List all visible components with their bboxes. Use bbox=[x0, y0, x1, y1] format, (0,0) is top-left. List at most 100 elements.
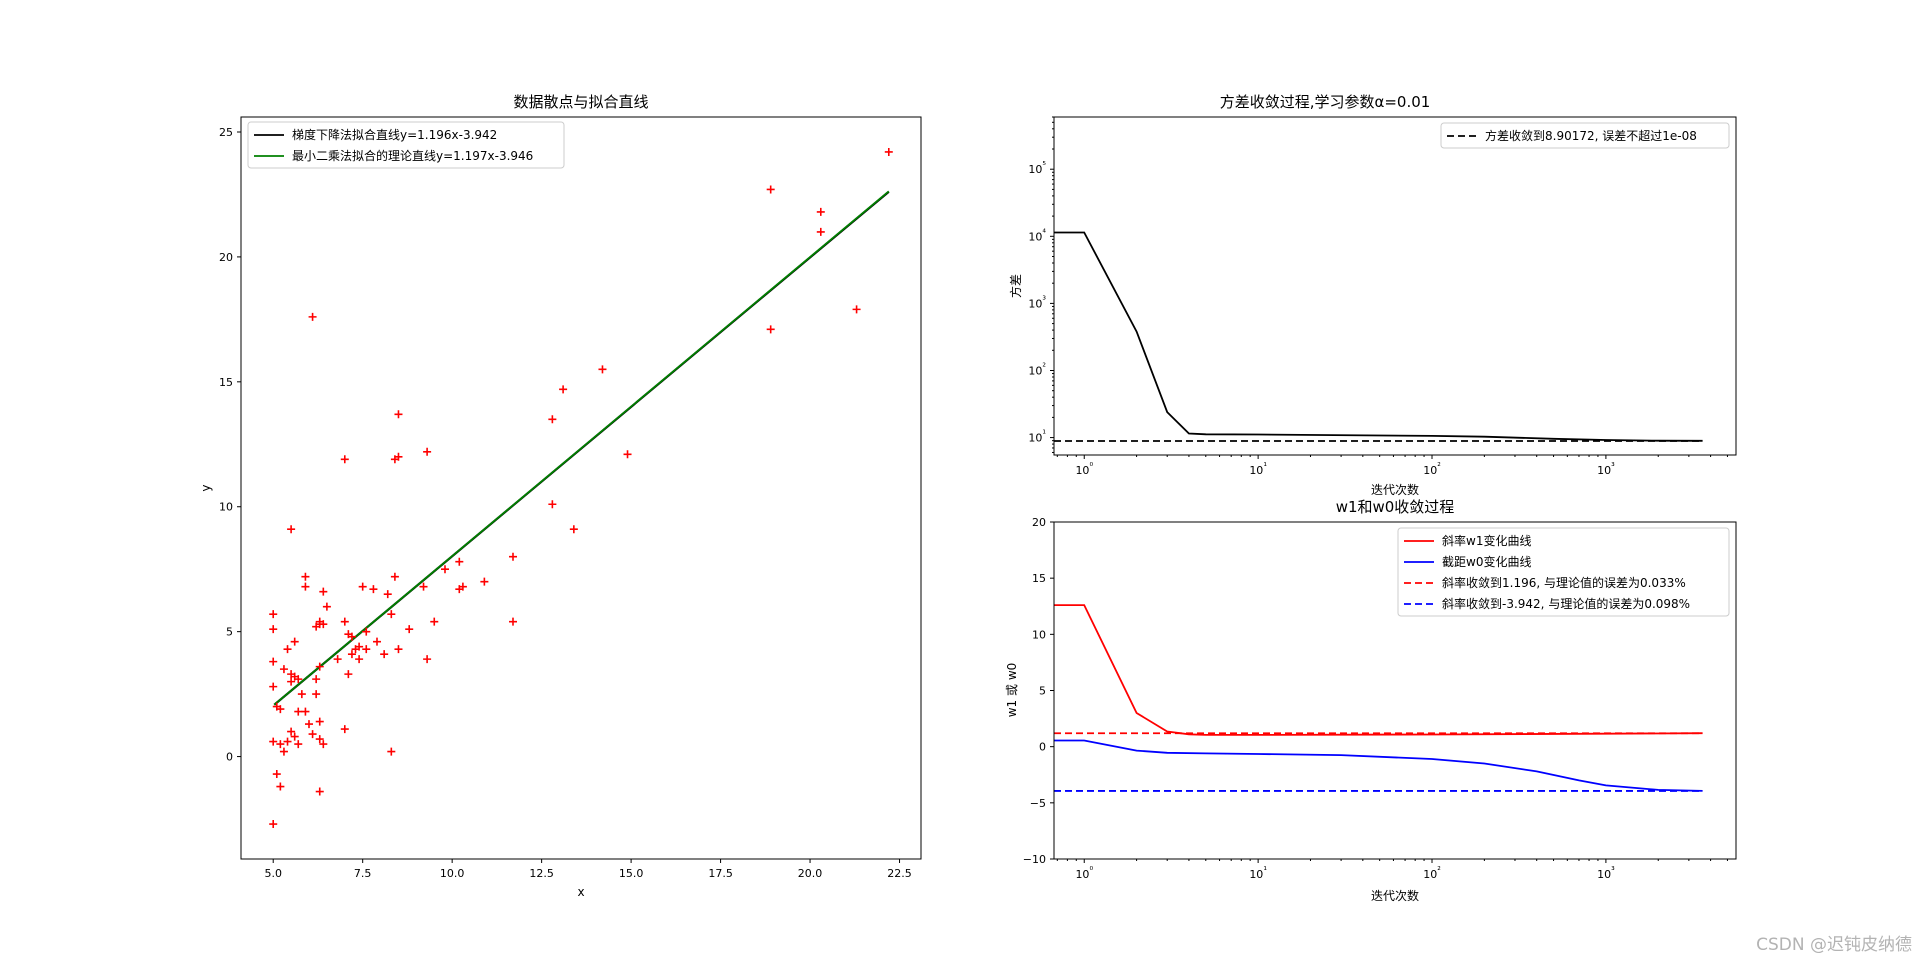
scatter-xtick-label: 7.5 bbox=[354, 867, 372, 880]
legend-entry-label: 斜率收敛到1.196, 与理论值的误差为0.033% bbox=[1442, 575, 1686, 590]
data-point bbox=[312, 690, 321, 699]
data-point bbox=[279, 665, 288, 674]
data-point bbox=[423, 447, 432, 456]
scatter-xtick-label: 5.0 bbox=[264, 867, 282, 880]
legend-entry-label: 方差收敛到8.90172, 误差不超过1e-08 bbox=[1485, 128, 1697, 143]
weights-ytick-label: −10 bbox=[1023, 853, 1046, 866]
data-point bbox=[297, 690, 306, 699]
data-point bbox=[272, 770, 281, 779]
data-point bbox=[269, 737, 278, 746]
scatter-ytick-label: 5 bbox=[226, 626, 233, 639]
data-point bbox=[548, 500, 557, 509]
data-point bbox=[308, 312, 317, 321]
variance-curve bbox=[1054, 231, 1703, 442]
data-point bbox=[559, 385, 568, 394]
data-point bbox=[383, 590, 392, 599]
data-point bbox=[380, 650, 389, 659]
legend-entry-label: 截距w0变化曲线 bbox=[1442, 554, 1531, 569]
data-point bbox=[319, 620, 328, 629]
data-point bbox=[294, 740, 303, 749]
slope-w1-curve bbox=[1054, 604, 1703, 736]
weights-xlabel: 迭代次数 bbox=[1371, 888, 1419, 903]
weights-ytick-label: 0 bbox=[1039, 741, 1046, 754]
data-point bbox=[362, 627, 371, 636]
data-point bbox=[387, 747, 396, 756]
data-point bbox=[340, 725, 349, 734]
variance-panel: 方差收敛过程,学习参数α=0.01 10⁰ 10¹ 10² 10³ 10¹ 10² 10³… bbox=[1008, 93, 1737, 497]
variance-legend-box bbox=[1440, 122, 1730, 149]
data-point bbox=[455, 557, 464, 566]
weights-xtick-label: 10¹ bbox=[1249, 866, 1267, 881]
data-point bbox=[509, 617, 517, 626]
data-point bbox=[301, 572, 310, 581]
data-point bbox=[347, 650, 356, 659]
scatter-xtick-label: 10.0 bbox=[440, 867, 465, 880]
data-point bbox=[269, 682, 278, 691]
data-point bbox=[458, 582, 467, 591]
data-point bbox=[276, 740, 285, 749]
scatter-legend: 梯度下降法拟合直线y=1.196x-3.942 最小二乘法拟合的理论直线y=1.1… bbox=[247, 121, 565, 169]
data-point bbox=[390, 572, 399, 581]
data-point bbox=[301, 707, 310, 716]
variance-xtick-label: 10² bbox=[1423, 462, 1441, 477]
scatter-xtick-label: 22.5 bbox=[887, 867, 912, 880]
weights-legend-box bbox=[1397, 527, 1730, 617]
scatter-panel: 数据散点与拟合直线 5.0 7.5 10.0 12.5 15.0 17.5 20.0 22.5… bbox=[199, 93, 922, 899]
data-point bbox=[340, 617, 349, 626]
scatter-xlabel: x bbox=[577, 885, 584, 899]
variance-title: 方差收敛过程,学习参数α=0.01 bbox=[1220, 93, 1431, 111]
data-point bbox=[480, 577, 489, 586]
data-point bbox=[294, 675, 303, 684]
scatter-ytick-label: 20 bbox=[219, 251, 233, 264]
weights-ylabel: w1 或 w0 bbox=[1005, 663, 1019, 718]
scatter-title: 数据散点与拟合直线 bbox=[513, 93, 648, 111]
data-point bbox=[287, 727, 296, 736]
data-point bbox=[290, 637, 299, 646]
data-point bbox=[419, 582, 428, 591]
data-point bbox=[340, 455, 349, 464]
data-point bbox=[269, 625, 278, 634]
legend-entry-label: 斜率收敛到-3.942, 与理论值的误差为0.098% bbox=[1442, 596, 1690, 611]
scatter-plot-frame bbox=[240, 116, 922, 860]
watermark: CSDN @迟钝皮纳德 bbox=[1756, 935, 1912, 955]
variance-ytick-label: 10¹ bbox=[1028, 430, 1046, 445]
data-point bbox=[387, 610, 396, 619]
data-point bbox=[305, 720, 313, 729]
variance-ytick-label: 10² bbox=[1028, 362, 1046, 377]
data-point bbox=[279, 747, 288, 756]
data-point bbox=[394, 645, 403, 654]
data-point bbox=[333, 655, 342, 664]
weights-xtick-label: 10² bbox=[1423, 866, 1441, 881]
data-point bbox=[394, 452, 403, 461]
data-point bbox=[287, 525, 296, 534]
data-point bbox=[766, 325, 775, 334]
data-point bbox=[269, 610, 278, 619]
data-point bbox=[344, 670, 353, 679]
data-point bbox=[283, 645, 292, 654]
data-point bbox=[315, 787, 324, 796]
legend-entry-label: 斜率w1变化曲线 bbox=[1442, 533, 1531, 548]
data-point bbox=[816, 207, 825, 216]
variance-plot-frame bbox=[1053, 116, 1737, 456]
variance-ylabel: 方差 bbox=[1008, 274, 1023, 298]
weights-ytick-label: 20 bbox=[1032, 516, 1046, 529]
data-point bbox=[598, 365, 607, 374]
scatter-xtick-label: 20.0 bbox=[798, 867, 823, 880]
scatter-ytick-label: 0 bbox=[226, 751, 233, 764]
scatter-ytick-label: 25 bbox=[219, 126, 233, 139]
weights-title: w1和w0收敛过程 bbox=[1336, 498, 1455, 516]
data-point bbox=[569, 525, 578, 534]
data-point bbox=[319, 587, 328, 596]
legend-entry-label: 梯度下降法拟合直线y=1.196x-3.942 bbox=[292, 127, 497, 142]
variance-legend: 方差收敛到8.90172, 误差不超过1e-08 bbox=[1440, 122, 1730, 149]
scatter-ytick-label: 10 bbox=[219, 501, 233, 514]
data-point bbox=[315, 735, 324, 744]
data-point bbox=[347, 632, 356, 641]
intercept-w0-curve bbox=[1054, 739, 1703, 792]
data-point bbox=[312, 622, 321, 631]
data-point bbox=[276, 782, 285, 791]
data-point bbox=[283, 737, 292, 746]
data-point bbox=[358, 582, 367, 591]
